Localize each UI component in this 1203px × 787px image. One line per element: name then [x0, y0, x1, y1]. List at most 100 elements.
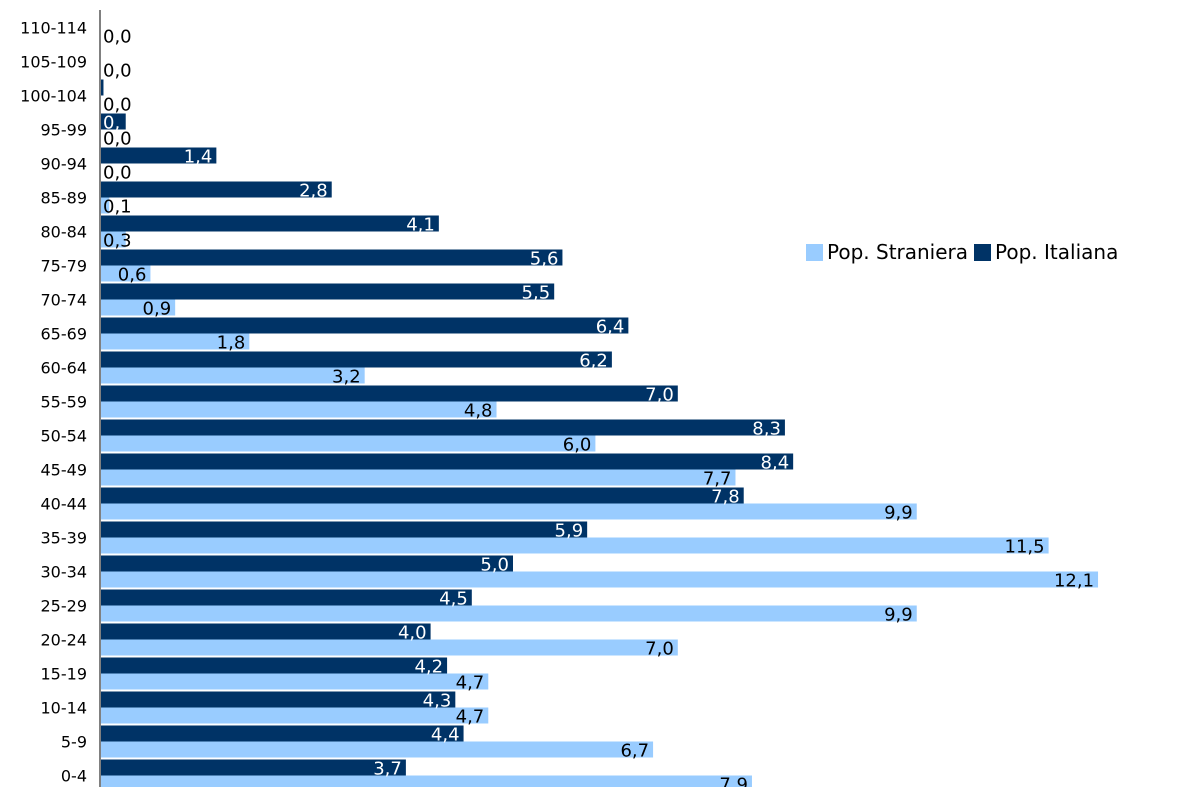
data-label-pop-straniera: 0,0 — [103, 95, 132, 116]
bar-pop-straniera — [101, 707, 489, 724]
data-label-pop-straniera: 12,1 — [1054, 571, 1094, 592]
legend-swatch-straniera — [806, 243, 823, 261]
data-label-pop-straniera: 7,7 — [703, 469, 732, 490]
data-label-pop-italiana: 1,4 — [184, 147, 213, 168]
data-label-pop-italiana: 8,3 — [752, 419, 781, 440]
data-label-pop-straniera: 4,7 — [456, 673, 485, 694]
bar-pop-straniera — [101, 503, 917, 520]
bar-pop-italiana — [101, 147, 217, 164]
data-label-pop-straniera: 0,1 — [103, 197, 132, 218]
bar-pop-italiana — [101, 725, 464, 742]
data-label-pop-italiana: 5,6 — [530, 249, 559, 270]
bar-pop-straniera — [101, 231, 126, 248]
data-label-pop-italiana: 4,4 — [431, 725, 460, 746]
bar-pop-straniera — [101, 469, 736, 486]
bar-pop-italiana — [101, 385, 678, 402]
data-label-pop-italiana: 2,8 — [299, 181, 328, 202]
bar-pop-italiana — [101, 181, 332, 198]
data-label-pop-italiana: 6,4 — [596, 317, 625, 338]
category-tick-label: 70-74 — [41, 291, 88, 310]
data-label-pop-straniera: 6,7 — [620, 741, 649, 762]
data-label-pop-straniera: 3,2 — [332, 367, 361, 388]
category-tick-label: 80-84 — [41, 223, 88, 242]
bar-pop-straniera — [101, 775, 752, 787]
bar-pop-straniera — [101, 673, 489, 690]
bar-pop-straniera — [101, 537, 1049, 554]
bar-pop-straniera — [101, 401, 497, 418]
data-label-pop-italiana: 5,0 — [480, 555, 509, 576]
data-label-pop-italiana: 8,4 — [761, 453, 790, 474]
data-label-pop-straniera: 1,8 — [217, 333, 246, 354]
data-label-pop-straniera: 0,9 — [143, 299, 172, 320]
legend-swatch-italiana — [974, 243, 992, 261]
bar-pop-italiana — [101, 555, 513, 572]
category-tick-label: 40-44 — [41, 495, 88, 514]
bar-pop-italiana — [101, 657, 448, 674]
bar-pop-straniera — [101, 197, 110, 214]
category-tick-label: 25-29 — [41, 597, 88, 616]
data-label-pop-italiana: 7,0 — [645, 385, 674, 406]
category-tick-label: 15-19 — [41, 665, 88, 684]
data-label-pop-straniera: 7,9 — [719, 775, 748, 787]
data-label-pop-straniera: 0,6 — [118, 265, 147, 286]
data-label-pop-straniera: 9,9 — [884, 503, 913, 524]
bar-pop-italiana — [101, 419, 785, 436]
bars-group — [101, 79, 1099, 787]
bar-pop-straniera — [101, 571, 1099, 588]
category-tick-label: 95-99 — [41, 121, 88, 140]
data-label-pop-italiana: 0, — [103, 113, 120, 134]
bar-pop-straniera — [101, 367, 365, 384]
category-tick-label: 0-4 — [61, 767, 87, 786]
data-label-pop-straniera: 0,0 — [103, 27, 132, 48]
bar-pop-italiana — [101, 79, 104, 96]
legend-item-italiana: Pop. Italiana — [974, 240, 1118, 264]
data-label-pop-italiana: 0,0 — [103, 45, 132, 66]
data-label-pop-italiana: 7,8 — [711, 487, 740, 508]
category-tick-label: 30-34 — [41, 563, 88, 582]
category-tick-label: 35-39 — [41, 529, 88, 548]
data-label-pop-straniera: 0,0 — [103, 163, 132, 184]
category-tick-label: 85-89 — [41, 189, 88, 208]
data-label-pop-italiana: 4,1 — [406, 215, 435, 236]
bar-pop-straniera — [101, 741, 654, 758]
bar-pop-straniera — [101, 299, 176, 316]
bar-pop-straniera — [101, 333, 250, 350]
category-tick-label: 90-94 — [41, 155, 88, 174]
category-tick-label: 75-79 — [41, 257, 88, 276]
data-labels-group: 3,7 7,9 4,4 6,7 4,34,7 4,2 4,7 4,0 7,0 4,5 9,9 5,0 1… — [103, 11, 1094, 787]
category-tick-label: 60-64 — [41, 359, 88, 378]
data-label-pop-italiana: 0,0 — [103, 11, 132, 32]
category-tick-label: 20-24 — [41, 631, 88, 650]
legend-label-italiana: Pop. Italiana — [995, 240, 1119, 264]
data-label-pop-straniera: 7,0 — [645, 639, 674, 660]
category-tick-label: 105-109 — [20, 53, 87, 72]
bar-pop-italiana — [101, 351, 612, 368]
data-label-pop-straniera: 0,3 — [103, 231, 132, 252]
bar-pop-italiana — [101, 249, 563, 266]
category-tick-label: 110-114 — [20, 19, 87, 38]
bar-pop-straniera — [101, 435, 596, 452]
data-label-pop-straniera: 9,9 — [884, 605, 913, 626]
legend-item-straniera: Pop. Straniera — [806, 240, 968, 264]
bar-pop-italiana — [101, 623, 431, 640]
data-label-pop-italiana: 5,9 — [555, 521, 584, 542]
legend: Pop. Straniera Pop. Italiana — [806, 240, 1124, 264]
bar-pop-italiana — [101, 453, 794, 470]
category-tick-label: 10-14 — [41, 699, 88, 718]
bar-pop-italiana — [101, 759, 406, 776]
data-label-pop-italiana: 5,5 — [522, 283, 551, 304]
data-label-pop-straniera: 4,7 — [456, 707, 485, 728]
data-label-pop-straniera: 11,5 — [1005, 537, 1045, 558]
bar-pop-italiana — [101, 317, 629, 334]
category-tick-label: 45-49 — [41, 461, 88, 480]
data-label-pop-italiana: 6,2 — [579, 351, 608, 372]
data-label-pop-italiana: 3,7 — [373, 759, 402, 780]
bar-pop-italiana — [101, 487, 744, 504]
category-tick-label: 65-69 — [41, 325, 88, 344]
data-label-pop-straniera: 4,8 — [464, 401, 493, 422]
bar-pop-italiana — [101, 521, 588, 538]
data-label-pop-italiana: 4,5 — [439, 589, 468, 610]
bar-pop-italiana — [101, 215, 439, 232]
bar-pop-straniera — [101, 605, 917, 622]
category-ticks-group: 0-4 5-9 10-14 15-19 20-24 25-29 30-34 35-39 40-4… — [20, 19, 87, 786]
